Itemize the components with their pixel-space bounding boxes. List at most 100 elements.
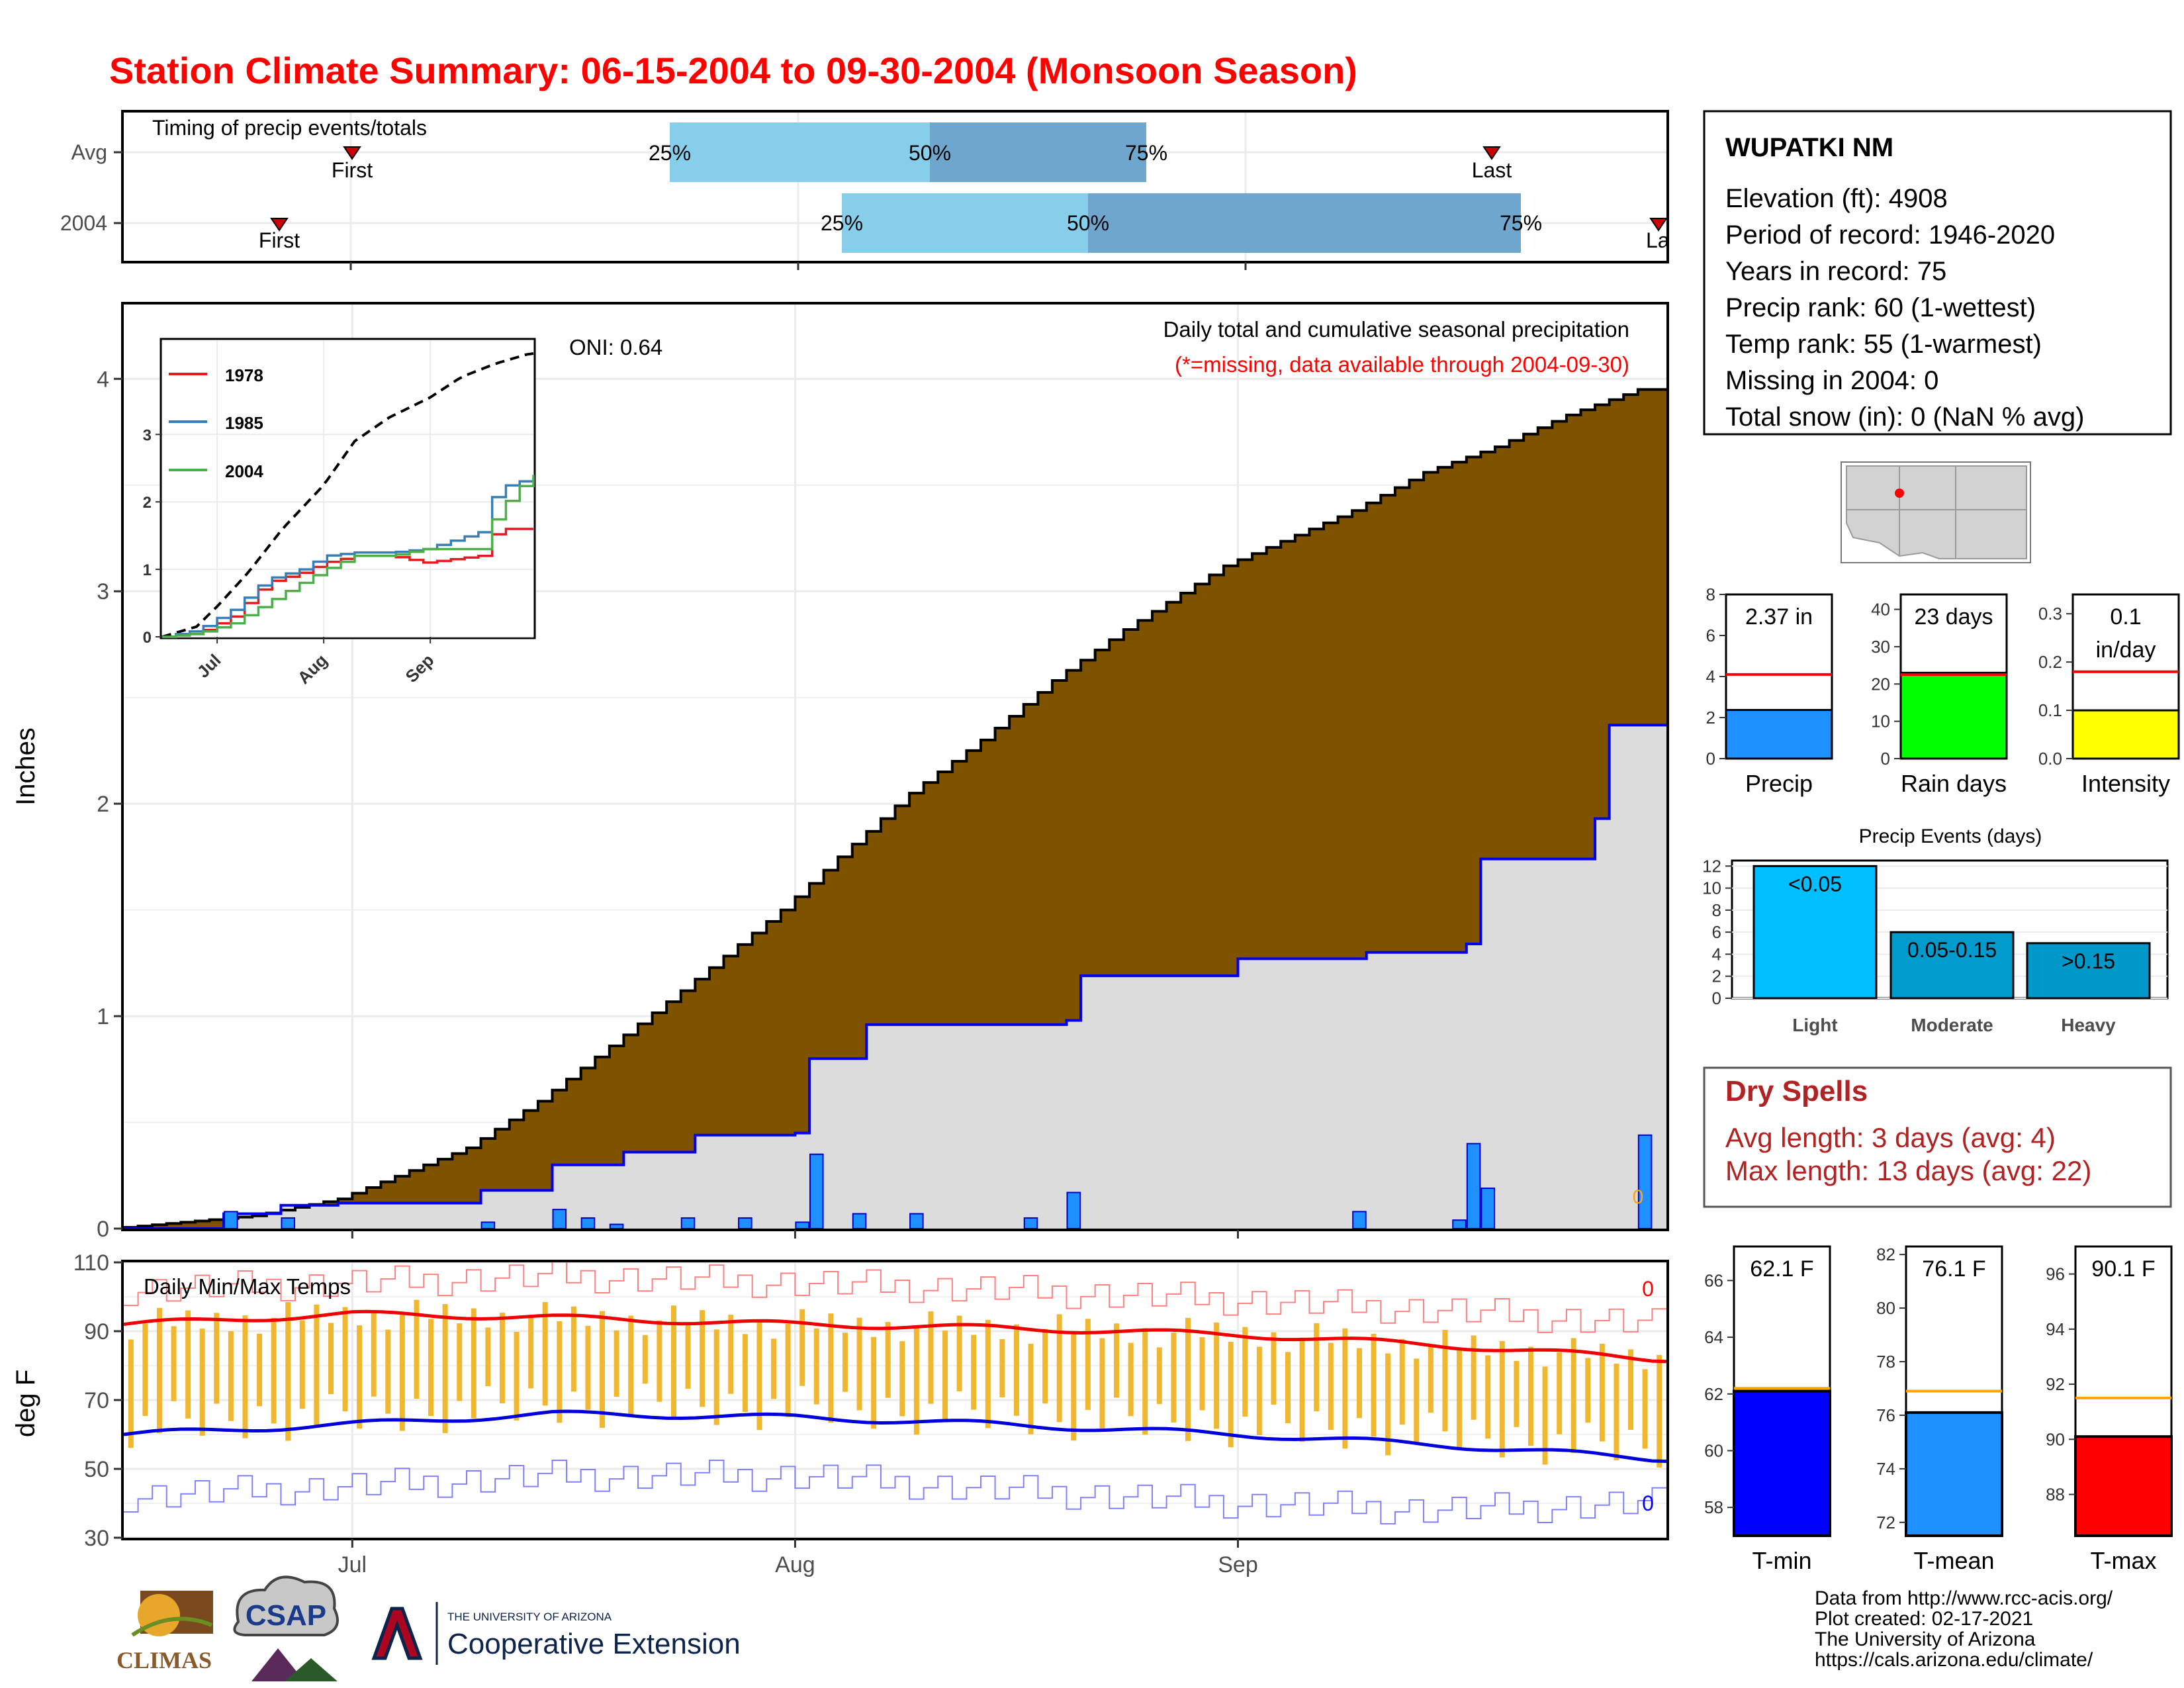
- precip-y-tick-label: 1: [97, 1004, 109, 1029]
- temp-summary-tick-label: 92: [2046, 1374, 2065, 1394]
- temp-daily-bar: [728, 1315, 734, 1394]
- temp-daily-bar: [528, 1317, 534, 1389]
- temp-summary-tick-label: 78: [1876, 1352, 1895, 1372]
- timing-caption: Timing of precip events/totals: [152, 116, 427, 140]
- temp-daily-bar: [642, 1335, 648, 1384]
- temp-daily-bar: [1271, 1332, 1277, 1405]
- temp-daily-bar: [457, 1323, 463, 1401]
- daily-precip-bar: [1466, 1143, 1481, 1230]
- temp-daily-bar: [499, 1312, 505, 1403]
- timing-avg-p75-label: 75%: [1125, 141, 1167, 165]
- summary-tick-label: 0: [1706, 749, 1715, 769]
- summary-tick-label: 0.1: [2038, 700, 2062, 720]
- temp-daily-bar: [1657, 1354, 1662, 1468]
- temp-x-axis: Jul Aug Sep: [338, 1539, 1258, 1577]
- temp-daily-bar: [328, 1323, 334, 1395]
- timing-avg-last-marker: [1482, 146, 1501, 160]
- map-state-borders: [1846, 466, 2026, 559]
- inset-y-tick-label: 2: [143, 494, 152, 512]
- temp-summary-tick-label: 74: [1876, 1459, 1895, 1479]
- temp-summary-tick-label: 58: [1704, 1497, 1723, 1517]
- csap-logo-text: CSAP: [246, 1599, 326, 1632]
- temp-summary-tick-label: 82: [1876, 1244, 1895, 1264]
- temp-x-tick-label: Jul: [338, 1552, 367, 1577]
- temp-daily-bar: [614, 1330, 619, 1397]
- temp-daily-bar: [742, 1334, 748, 1413]
- temp-summary-tick-label: 96: [2046, 1264, 2065, 1284]
- temp-daily-bar: [1599, 1343, 1605, 1442]
- temp-daily-bar: [871, 1336, 877, 1429]
- precip-y-tick-label: 2: [97, 792, 109, 817]
- inset-legend: 1978 1985 2004: [169, 365, 263, 481]
- temp-x-tick-label: Sep: [1218, 1552, 1258, 1577]
- temp-daily-bar: [985, 1319, 991, 1429]
- temp-daily-bar: [1242, 1327, 1248, 1417]
- temp-daily-bar: [942, 1331, 948, 1423]
- temp-y-tick-label: 30: [84, 1526, 109, 1551]
- events-bar-1: [1889, 931, 2015, 1000]
- temp-daily-bar: [1371, 1333, 1377, 1437]
- temp-summary-tick-label: 80: [1876, 1298, 1895, 1318]
- temp-daily-bar: [1385, 1353, 1391, 1456]
- temp-daily-bar: [1485, 1355, 1491, 1439]
- temp-daily-bar: [171, 1326, 177, 1401]
- temp-panel: 30 50 70 90 110 Jul Aug Sep Daily Min/Max Temp…: [11, 1250, 1669, 1577]
- locator-map: [1841, 461, 2031, 563]
- precip-y-tick-label: 3: [97, 579, 109, 604]
- temp-daily-bar: [842, 1333, 848, 1392]
- temp-daily-bar: [1356, 1348, 1362, 1419]
- summary-tick-label: 40: [1871, 600, 1890, 620]
- temp-summary-value-2: 90.1 F: [2091, 1256, 2155, 1282]
- timing-avg-p50-label: 50%: [909, 141, 951, 165]
- temp-daily-bar: [1199, 1337, 1205, 1411]
- legend-label-1985: 1985: [225, 413, 263, 433]
- temp-daily-bar: [1570, 1338, 1576, 1454]
- temp-daily-bar: [785, 1323, 791, 1417]
- inset-line-1985: [162, 478, 535, 638]
- temp-daily-bar: [1557, 1352, 1563, 1434]
- temp-daily-bar: [299, 1320, 305, 1409]
- temp-daily-bar: [471, 1308, 477, 1419]
- record-high-line: [124, 1260, 1666, 1333]
- temp-daily-bar: [199, 1329, 205, 1436]
- temp-daily-bar: [799, 1309, 805, 1386]
- station-years: Years in record: 75: [1725, 257, 1946, 286]
- temp-summary-charts: 58 60 62 64 66 62.1 F T-min 72 74 76 78 80 82 76.1 F T…: [1704, 1244, 2173, 1574]
- temp-daily-bar: [828, 1313, 834, 1423]
- temp-daily-bar: [1342, 1328, 1348, 1449]
- temp-y-tick-label: 70: [84, 1388, 109, 1413]
- temp-summary-label-1: T-mean: [1913, 1547, 1994, 1574]
- inset-frame: [159, 338, 536, 639]
- timing-panel: Timing of precip events/totals 25% 50% 7…: [60, 110, 1669, 270]
- page-title: Station Climate Summary: 06-15-2004 to 0…: [109, 50, 1357, 91]
- station-elevation: Elevation (ft): 4908: [1725, 184, 1948, 213]
- summary-label-1: Rain days: [1901, 770, 2007, 797]
- events-tick-label: 0: [1712, 988, 1721, 1008]
- inset-avg-line: [161, 352, 534, 638]
- events-bar-text-2: >0.15: [2062, 949, 2115, 973]
- temp-daily-bar: [1314, 1323, 1320, 1412]
- csap-logo-cloud: [233, 1575, 339, 1636]
- temp-daily-bar: [813, 1328, 819, 1405]
- temp-daily-bar: [342, 1307, 348, 1412]
- temp-daily-range-bars: [128, 1299, 1662, 1468]
- summary-bar-0: [1725, 709, 1833, 760]
- precip-missing-note: (*=missing, data available through 2004-…: [1175, 352, 1629, 377]
- inset-y-tick-label: 0: [143, 629, 152, 647]
- temp-daily-bar: [1585, 1358, 1591, 1423]
- temp-summary-value-1: 76.1 F: [1922, 1256, 1985, 1282]
- temp-daily-bar: [1642, 1369, 1648, 1449]
- station-name: WUPATKI NM: [1725, 133, 1893, 162]
- precip-missing-marker: 0: [1633, 1186, 1644, 1208]
- temp-daily-bar: [685, 1325, 691, 1389]
- temp-daily-bar: [1457, 1349, 1463, 1450]
- temp-daily-bar: [1071, 1333, 1077, 1441]
- events-tick-label: 10: [1702, 878, 1721, 898]
- temp-summary-tick-label: 94: [2046, 1319, 2065, 1339]
- summary-value-intensity-1: 0.1: [2110, 604, 2141, 630]
- temp-daily-bar: [1142, 1328, 1148, 1435]
- timing-avg-25-50-box: [670, 122, 930, 182]
